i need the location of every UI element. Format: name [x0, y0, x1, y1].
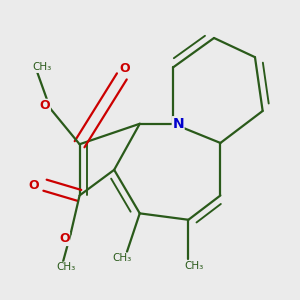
Text: CH₃: CH₃ — [56, 262, 75, 272]
Text: N: N — [172, 117, 184, 131]
Text: O: O — [59, 232, 70, 245]
Text: O: O — [28, 179, 39, 192]
Text: O: O — [119, 62, 130, 75]
Text: CH₃: CH₃ — [112, 253, 131, 263]
Text: CH₃: CH₃ — [33, 62, 52, 72]
Text: O: O — [40, 99, 50, 112]
Text: CH₃: CH₃ — [184, 261, 203, 271]
